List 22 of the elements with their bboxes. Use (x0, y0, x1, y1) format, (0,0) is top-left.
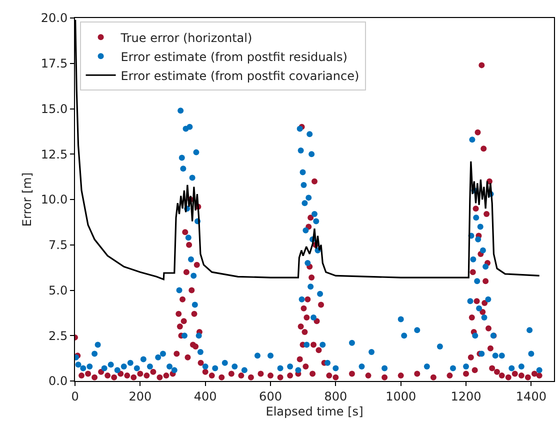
y-tick-label: 2.5 (48, 328, 68, 343)
legend-label: Error estimate (from postfit residuals) (120, 50, 348, 64)
x-tick-label: 0 (71, 389, 79, 404)
x-tick-label: 1200 (450, 389, 482, 404)
x-axis-title: Elapsed time [s] (266, 404, 364, 418)
y-tick-label: 10.0 (40, 192, 68, 207)
x-tick-label: 400 (194, 389, 217, 404)
y-tick-label: 7.5 (48, 238, 68, 252)
legend-label: Error estimate (from postfit covariance) (120, 68, 360, 83)
y-axis-title: Error [m] (20, 172, 34, 227)
x-tick-label: 800 (324, 389, 348, 404)
legend-label: True error (horizontal) (120, 30, 252, 45)
y-tick-label: 17.5 (40, 56, 68, 71)
x-tick-label: 600 (259, 389, 282, 404)
y-tick-label: 12.5 (40, 147, 68, 162)
y-tick-label: 20.0 (40, 11, 68, 26)
x-tick-label: 200 (128, 389, 152, 404)
y-tick-label: 0.0 (48, 374, 68, 388)
y-tick-label: 15.0 (40, 102, 68, 116)
y-tick-label: 5.0 (48, 283, 68, 298)
x-tick-label: 1000 (386, 389, 416, 404)
x-tick-label: 1400 (516, 389, 546, 404)
